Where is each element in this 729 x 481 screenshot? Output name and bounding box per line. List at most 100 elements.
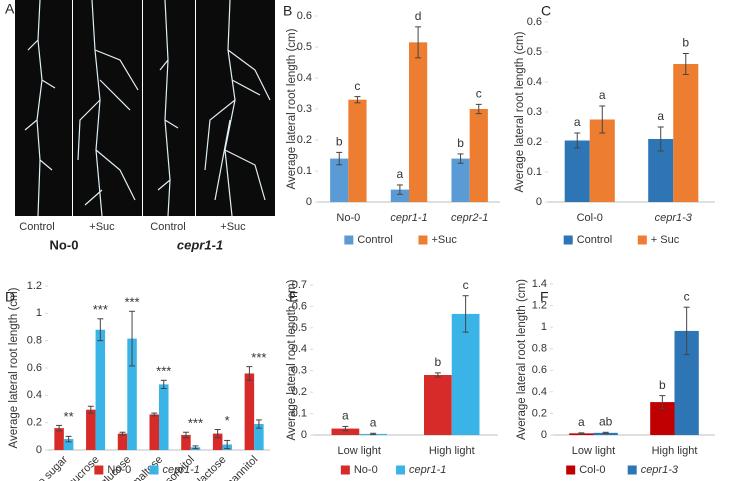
y-tick-label: 0.4 [532, 386, 547, 398]
error-bar [434, 372, 441, 378]
bar [181, 434, 191, 450]
significance-mark: *** [156, 364, 171, 379]
root [24, 0, 56, 217]
condition-label: Control [150, 221, 185, 233]
genotype-label: cepr1-1 [177, 237, 223, 252]
bar [409, 42, 428, 202]
bar [331, 428, 360, 435]
panel-label: C [541, 3, 551, 19]
bar [244, 373, 255, 450]
significance-mark: *** [251, 350, 266, 365]
y-tick-label: 0.8 [27, 335, 42, 347]
legend-label: cepr1-1 [163, 464, 200, 476]
condition-label: +Suc [89, 221, 115, 233]
significance-letter: c [684, 289, 690, 303]
legend-swatch [149, 465, 159, 475]
significance-letter: a [397, 167, 404, 181]
error-bar [682, 53, 689, 75]
y-tick-label: 0.6 [27, 362, 42, 374]
error-bar [246, 366, 253, 381]
y-axis-label: Average lateral root length (cm) [514, 31, 526, 192]
x-tick-label: lactose [195, 454, 228, 481]
panel-label: D [5, 289, 15, 305]
bar [451, 313, 480, 435]
x-tick-label: cepr1-3 [655, 212, 693, 224]
bar [330, 158, 349, 202]
significance-mark: ** [64, 409, 74, 424]
y-tick-label: 0 [301, 429, 307, 441]
error-bar [129, 310, 136, 367]
bar [424, 375, 452, 435]
legend-swatch [94, 465, 104, 475]
legend-swatch [340, 465, 350, 475]
y-tick-label: 0.3 [527, 106, 542, 118]
error-bar [119, 431, 126, 436]
panel-label: E [289, 289, 298, 305]
y-axis-label: Average lateral root length (cm) [286, 28, 298, 189]
panel-label: F [540, 289, 549, 305]
y-tick-label: 0 [36, 444, 42, 456]
legend-label: cepr1-1 [409, 464, 446, 476]
error-bar [56, 424, 63, 432]
x-tick-label: No-0 [336, 212, 360, 224]
y-tick-label: 0.2 [527, 136, 542, 148]
error-bar [342, 425, 349, 432]
panel-a: A Control +Suc Control +Suc No-0 cepr1-1 [5, 0, 275, 252]
y-axis-label: Average lateral root length (cm) [286, 279, 298, 440]
y-tick-label: 0 [541, 429, 547, 441]
legend-label: Control [577, 234, 612, 246]
bar [254, 424, 264, 450]
significance-letter: a [657, 109, 664, 123]
legend-label: + Suc [651, 234, 680, 246]
condition-label: Control [19, 221, 54, 233]
legend-label: Col-0 [579, 464, 605, 476]
condition-label: +Suc [220, 221, 246, 233]
significance-letter: a [574, 115, 581, 129]
bar [673, 64, 699, 202]
genotype-label: No-0 [50, 237, 79, 252]
y-tick-label: 0.3 [297, 103, 312, 115]
legend-swatch [563, 235, 573, 245]
significance-mark: *** [188, 416, 203, 431]
error-bar [578, 432, 585, 435]
bar [593, 432, 618, 435]
y-tick-label: 0.4 [297, 72, 312, 84]
legend-swatch [396, 465, 406, 475]
legend-swatch [637, 235, 647, 245]
legend-label: cepr1-3 [641, 464, 679, 476]
y-tick-label: 0.6 [292, 300, 307, 312]
significance-mark: *** [93, 302, 108, 317]
bar [564, 140, 590, 202]
significance-letter: a [370, 415, 377, 429]
error-bar [87, 405, 94, 414]
legend-swatch [344, 235, 354, 245]
bar [63, 439, 74, 450]
error-bar [657, 126, 664, 152]
root [204, 0, 271, 217]
y-tick-label: 0.1 [292, 407, 307, 419]
bar [54, 428, 64, 450]
bar [149, 414, 159, 450]
error-bar [462, 295, 469, 333]
error-bar [354, 96, 361, 104]
y-tick-label: 0.6 [297, 10, 312, 22]
legend-swatch [566, 465, 576, 475]
x-tick-label: Col-0 [577, 212, 603, 224]
y-tick-label: 1.4 [532, 278, 547, 290]
y-tick-label: 1 [541, 321, 547, 333]
root [77, 0, 139, 217]
error-bar [457, 153, 464, 164]
bar [127, 338, 137, 450]
y-tick-label: 0.6 [527, 16, 542, 28]
error-bar [475, 103, 482, 115]
error-bar [65, 435, 72, 443]
error-bar [370, 432, 377, 436]
y-tick-label: 0.1 [527, 166, 542, 178]
x-tick-label: cepr1-1 [390, 212, 427, 224]
y-tick-label: 0 [306, 196, 312, 208]
y-tick-label: 0.5 [527, 46, 542, 58]
bar [159, 384, 169, 450]
y-tick-label: 1.2 [27, 280, 42, 292]
error-bar [255, 419, 262, 429]
